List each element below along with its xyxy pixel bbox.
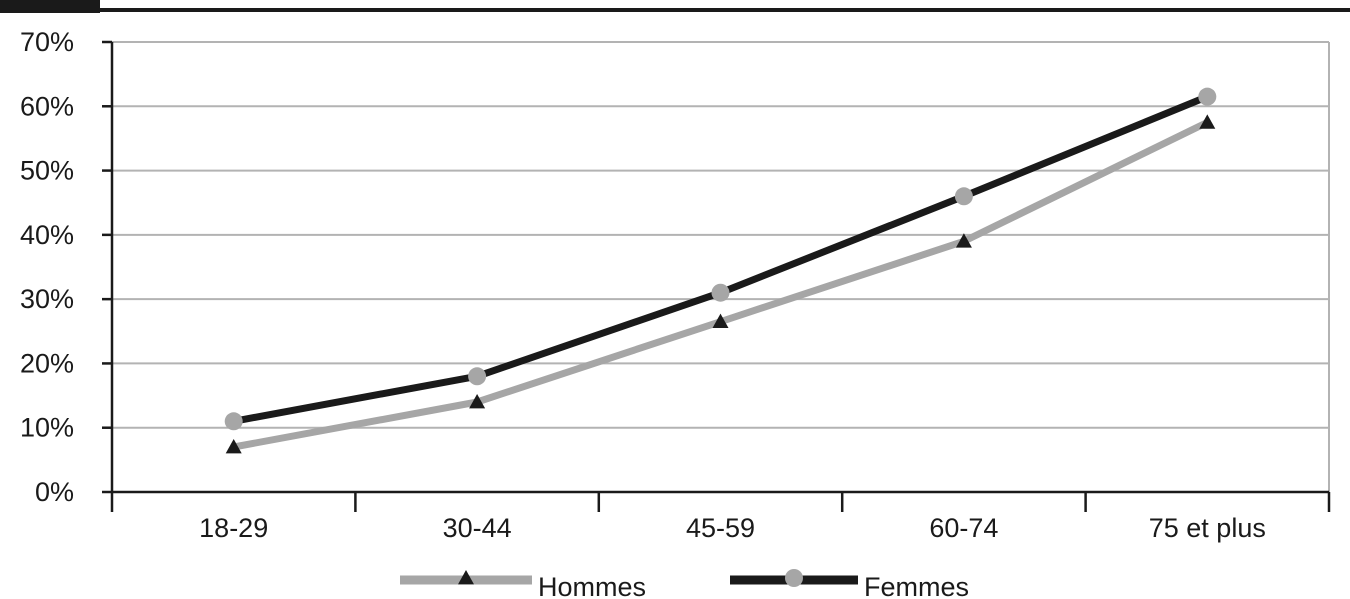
data-point — [785, 569, 803, 587]
data-point — [469, 394, 486, 409]
y-tick-label: 50% — [20, 156, 74, 186]
data-point — [468, 367, 487, 386]
x-tick-label: 45-59 — [686, 513, 755, 543]
data-point — [711, 283, 730, 302]
header-block — [0, 0, 100, 13]
y-tick-label: 30% — [20, 284, 74, 314]
data-point — [458, 570, 474, 585]
x-tick-label: 60-74 — [929, 513, 998, 543]
data-point — [1199, 114, 1216, 129]
legend-item-hommes: Hommes — [400, 570, 646, 599]
data-point — [224, 412, 243, 431]
data-point — [712, 313, 729, 329]
legend-label: Femmes — [864, 572, 969, 599]
header-rule — [100, 8, 1350, 12]
series-femmes — [224, 87, 1217, 431]
data-point — [225, 439, 242, 454]
y-tick-label: 20% — [20, 348, 74, 378]
legend-label: Hommes — [538, 572, 646, 599]
plot-area: 0% 10% 20% 30% 40% 50% 60% 70% 18-29 30-44 45-59 60… — [20, 27, 1331, 543]
y-tick-label: 0% — [35, 477, 74, 507]
legend: Hommes Femmes — [400, 569, 969, 599]
series-line — [233, 93, 1209, 425]
y-tick-label: 10% — [20, 413, 74, 443]
data-point — [955, 233, 972, 248]
y-tick-label: 60% — [20, 91, 74, 121]
x-tick-label: 18-29 — [199, 513, 268, 543]
data-point — [954, 187, 973, 206]
series-hommes — [225, 114, 1216, 454]
y-tick-label: 40% — [20, 220, 74, 250]
y-tick-label: 70% — [20, 27, 74, 57]
legend-item-femmes: Femmes — [730, 569, 969, 599]
x-tick-label: 30-44 — [443, 513, 512, 543]
x-tick-label: 75 et plus — [1149, 513, 1266, 543]
data-point — [1198, 87, 1217, 106]
